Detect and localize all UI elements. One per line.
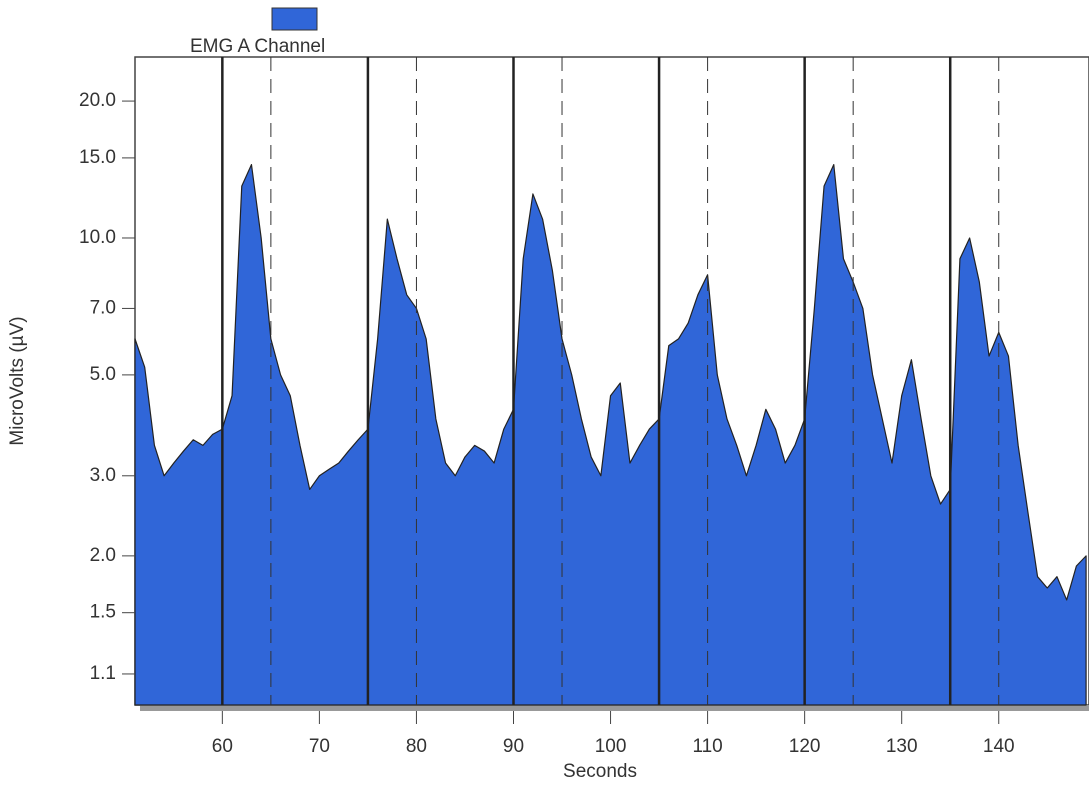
x-tick-label: 120 [789, 736, 821, 757]
legend-label: EMG A Channel [190, 36, 325, 57]
y-tick-label: 15.0 [79, 147, 116, 168]
plot-shadow [140, 705, 1089, 711]
x-tick-label: 80 [406, 736, 427, 757]
x-tick-label: 100 [595, 736, 627, 757]
y-tick-label: 3.0 [90, 465, 116, 486]
x-axis-label: Seconds [563, 761, 637, 782]
y-tick-label: 1.5 [90, 602, 116, 623]
x-tick-label: 130 [886, 736, 918, 757]
y-tick-label: 2.0 [90, 545, 116, 566]
x-tick-label: 140 [983, 736, 1015, 757]
x-tick-label: 60 [212, 736, 233, 757]
legend-swatch [271, 7, 318, 31]
y-tick-label: 1.1 [90, 663, 116, 684]
x-tick-label: 70 [309, 736, 330, 757]
y-tick-label: 5.0 [90, 364, 116, 385]
y-tick-label: 20.0 [79, 90, 116, 111]
x-tick-label: 90 [503, 736, 524, 757]
x-tick-label: 110 [692, 736, 722, 757]
y-tick-label: 10.0 [79, 227, 116, 248]
y-tick-label: 7.0 [90, 297, 116, 318]
area [134, 163, 1087, 706]
y-axis-label: MicroVolts (µV) [7, 316, 28, 445]
